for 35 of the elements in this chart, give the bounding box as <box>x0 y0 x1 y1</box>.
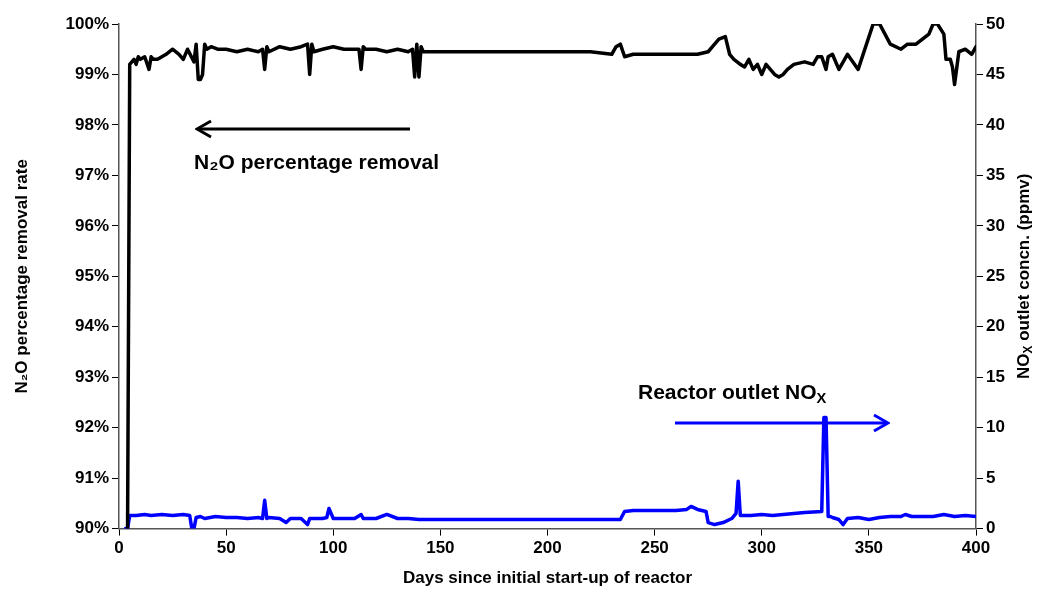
y2-tick-label: 5 <box>986 467 996 487</box>
y2-tick-label: 10 <box>986 417 1005 437</box>
x-tick-label: 350 <box>854 538 884 558</box>
x-tick-label: 400 <box>961 538 991 558</box>
y2-tick-label: 30 <box>986 215 1005 235</box>
y-tick-label: 96% <box>74 215 109 235</box>
x-tick-label: 50 <box>216 538 236 558</box>
y-tick-label: 100% <box>65 13 109 33</box>
x-tick-label: 100 <box>319 538 348 558</box>
y-tick-label: 91% <box>74 467 109 487</box>
x-tick-label: 300 <box>747 538 776 558</box>
x-tick-label: 250 <box>640 538 669 558</box>
y-axis-title: N₂O percentage removal rate <box>11 159 31 394</box>
y2-tick-label: 0 <box>986 518 996 538</box>
x-axis-title: Days since initial start-up of reactor <box>402 567 693 587</box>
y2-axis-title: NOX outlet concn. (ppmv) <box>1013 173 1036 379</box>
y-tick-label: 97% <box>74 165 109 185</box>
y-tick-label: 98% <box>74 114 109 134</box>
y-tick-label: 90% <box>74 518 109 538</box>
y2-tick-label: 50 <box>986 13 1005 33</box>
legend-label: N₂O percentage removal <box>194 149 440 173</box>
y2-tick-label: 20 <box>986 316 1005 336</box>
y2-tick-label: 35 <box>986 165 1005 185</box>
y-tick-label: 94% <box>74 316 109 336</box>
y-tick-label: 93% <box>74 366 109 386</box>
y2-tick-label: 45 <box>986 64 1005 84</box>
x-tick-label: 150 <box>426 538 455 558</box>
y2-tick-label: 40 <box>986 114 1005 134</box>
y-tick-label: 92% <box>74 417 109 437</box>
x-tick-label: 200 <box>533 538 562 558</box>
x-tick-label: 0 <box>114 538 124 558</box>
y-tick-label: 95% <box>74 265 109 285</box>
y-tick-label: 99% <box>74 64 109 84</box>
y2-tick-label: 25 <box>986 265 1005 285</box>
y2-tick-label: 15 <box>986 366 1005 386</box>
